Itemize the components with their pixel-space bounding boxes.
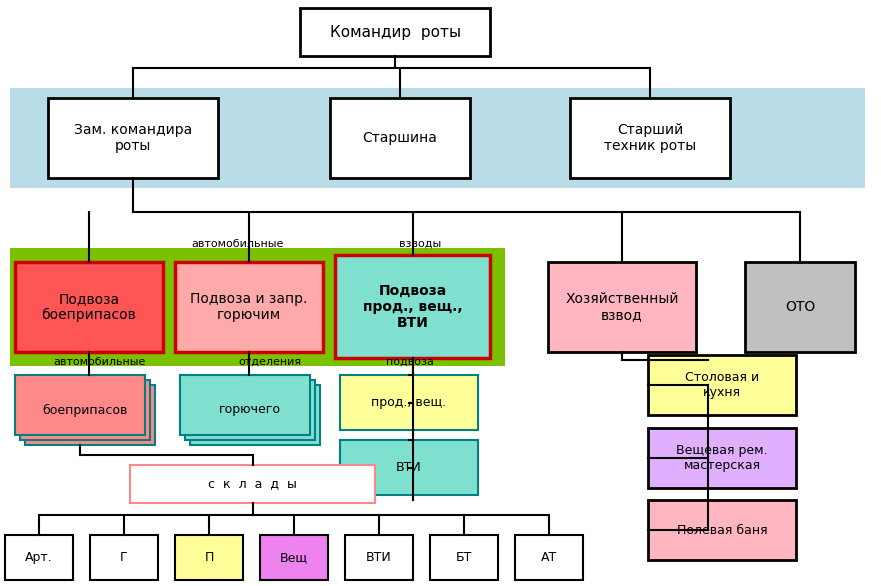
FancyBboxPatch shape xyxy=(185,380,315,440)
FancyBboxPatch shape xyxy=(330,98,470,178)
Text: ОТО: ОТО xyxy=(785,300,815,314)
FancyBboxPatch shape xyxy=(48,98,218,178)
Text: прод., вещ.: прод., вещ. xyxy=(372,396,447,409)
Text: ВТИ: ВТИ xyxy=(396,461,422,474)
FancyBboxPatch shape xyxy=(745,262,855,352)
FancyBboxPatch shape xyxy=(90,535,158,580)
Text: Старший
техник роты: Старший техник роты xyxy=(603,123,696,153)
Text: с  к  л  а  д  ы: с к л а д ы xyxy=(208,478,297,490)
Text: П: П xyxy=(204,551,214,564)
Text: автомобильные: автомобильные xyxy=(54,357,146,367)
Text: взводы: взводы xyxy=(399,239,441,249)
Text: Вещевая рем.
мастерская: Вещевая рем. мастерская xyxy=(677,444,768,472)
FancyBboxPatch shape xyxy=(20,380,150,440)
FancyBboxPatch shape xyxy=(345,535,413,580)
Text: боеприпасов: боеприпасов xyxy=(42,403,128,417)
FancyBboxPatch shape xyxy=(25,385,155,445)
FancyBboxPatch shape xyxy=(648,428,796,488)
Text: подвоза: подвоза xyxy=(386,357,434,367)
Text: БТ: БТ xyxy=(455,551,472,564)
Text: горючего: горючего xyxy=(219,404,281,417)
Text: Подвоза
прод., вещ.,
ВТИ: Подвоза прод., вещ., ВТИ xyxy=(363,283,463,330)
FancyBboxPatch shape xyxy=(175,535,243,580)
FancyBboxPatch shape xyxy=(430,535,498,580)
FancyBboxPatch shape xyxy=(340,375,478,430)
Text: Вещ: Вещ xyxy=(280,551,308,564)
FancyBboxPatch shape xyxy=(10,248,505,366)
FancyBboxPatch shape xyxy=(548,262,696,352)
FancyBboxPatch shape xyxy=(335,255,490,358)
FancyBboxPatch shape xyxy=(648,355,796,415)
FancyBboxPatch shape xyxy=(175,262,323,352)
FancyBboxPatch shape xyxy=(10,88,865,188)
Text: Подвоза и запр.
горючим: Подвоза и запр. горючим xyxy=(190,292,307,322)
FancyBboxPatch shape xyxy=(15,375,145,435)
FancyBboxPatch shape xyxy=(570,98,730,178)
Text: отделения: отделения xyxy=(239,357,301,367)
Text: Зам. командира
роты: Зам. командира роты xyxy=(74,123,192,153)
FancyBboxPatch shape xyxy=(260,535,328,580)
FancyBboxPatch shape xyxy=(15,262,163,352)
FancyBboxPatch shape xyxy=(340,440,478,495)
Text: Столовая и
кухня: Столовая и кухня xyxy=(685,371,759,399)
FancyBboxPatch shape xyxy=(300,8,490,56)
Text: автомобильные: автомобильные xyxy=(192,239,285,249)
Text: Старшина: Старшина xyxy=(363,131,438,145)
FancyBboxPatch shape xyxy=(180,375,310,435)
Text: Командир  роты: Командир роты xyxy=(329,25,461,39)
Text: Подвоза
боеприпасов: Подвоза боеприпасов xyxy=(41,292,137,322)
Text: ВТИ: ВТИ xyxy=(366,551,392,564)
Text: Хозяйственный
взвод: Хозяйственный взвод xyxy=(566,292,678,322)
Text: АТ: АТ xyxy=(541,551,557,564)
FancyBboxPatch shape xyxy=(5,535,73,580)
Text: Арт.: Арт. xyxy=(26,551,53,564)
FancyBboxPatch shape xyxy=(190,385,320,445)
Text: Полевая баня: Полевая баня xyxy=(677,523,767,537)
FancyBboxPatch shape xyxy=(515,535,583,580)
FancyBboxPatch shape xyxy=(130,465,375,503)
Text: Г: Г xyxy=(120,551,128,564)
FancyBboxPatch shape xyxy=(648,500,796,560)
